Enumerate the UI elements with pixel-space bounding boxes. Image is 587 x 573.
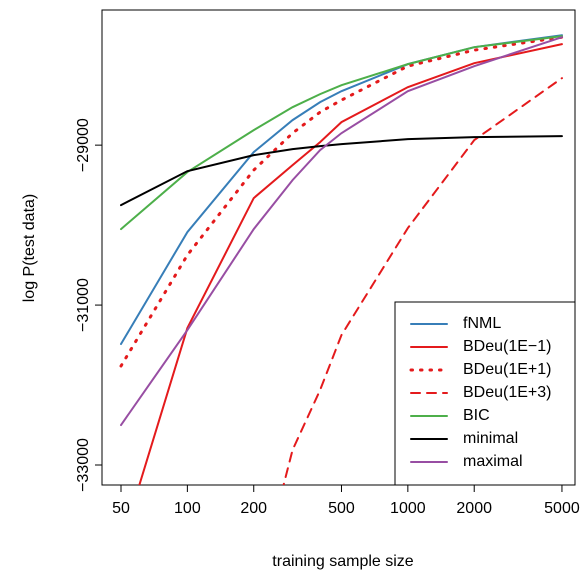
- y-tick-label: −29000: [75, 118, 92, 172]
- series-line: [282, 77, 563, 485]
- x-tick-label: 200: [240, 500, 267, 517]
- legend-label: minimal: [463, 430, 518, 447]
- x-axis-label: training sample size: [272, 553, 414, 570]
- legend-box: [394, 301, 576, 486]
- series-line: [119, 35, 564, 368]
- x-tick-label: 1000: [390, 500, 426, 517]
- y-tick-label: −33000: [75, 438, 92, 492]
- y-axis-label: log P(test data): [21, 194, 38, 303]
- legend-label: BIC: [463, 407, 490, 424]
- legend-label: BDeu(1E−1): [463, 338, 552, 355]
- plot-frame: [101, 9, 576, 486]
- legend-label: BDeu(1E+3): [463, 384, 552, 401]
- series-line: [138, 43, 563, 485]
- legend-label: BDeu(1E+1): [463, 361, 552, 378]
- legend-label: fNML: [463, 315, 501, 332]
- plot-area: [119, 34, 564, 485]
- x-tick-label: 100: [174, 500, 201, 517]
- series-line: [120, 135, 563, 207]
- x-tick-label: 2000: [456, 500, 492, 517]
- x-tick-label: 500: [328, 500, 355, 517]
- x-tick-label: 50: [112, 500, 130, 517]
- y-tick-label: −31000: [75, 278, 92, 332]
- x-tick-label: 5000: [544, 500, 580, 517]
- series-line: [120, 35, 563, 231]
- legend-label: maximal: [463, 453, 523, 470]
- series-line: [120, 36, 563, 427]
- series-line: [120, 34, 563, 346]
